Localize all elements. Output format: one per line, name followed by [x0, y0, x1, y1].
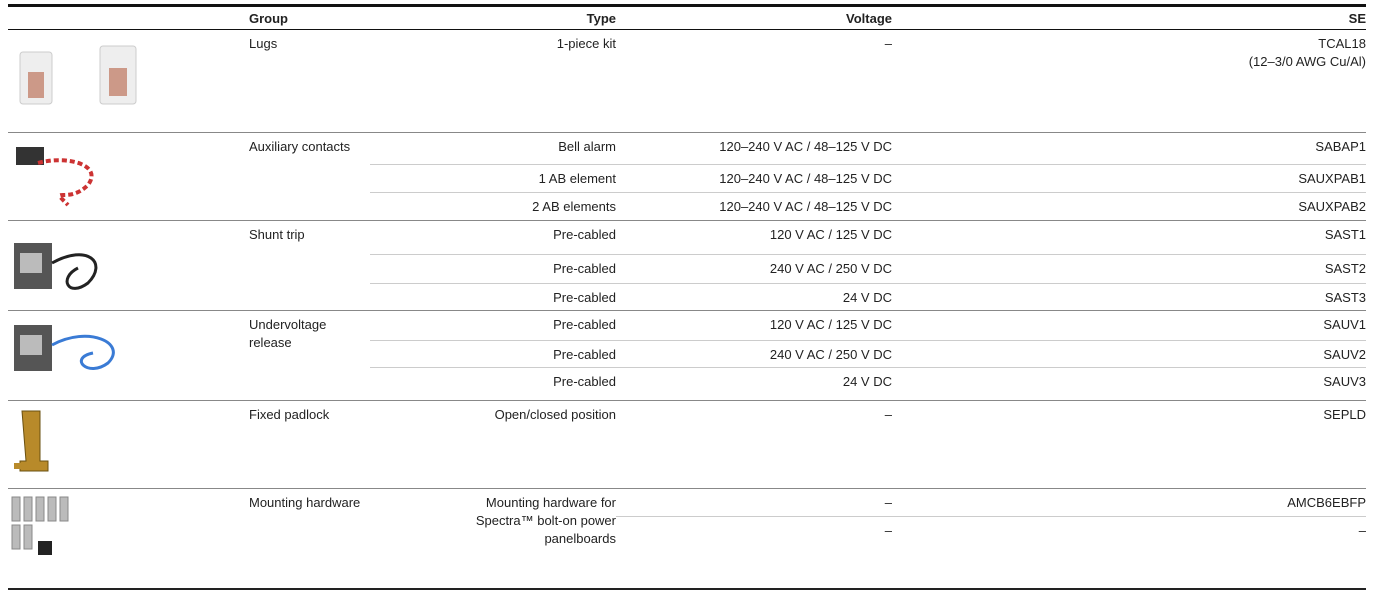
header-cell — [8, 4, 240, 30]
se-cell: – — [892, 516, 1366, 590]
voltage-cell: 24 V DC — [616, 283, 892, 311]
group-name: Shunt trip — [249, 227, 305, 242]
product-image-cell — [8, 132, 240, 221]
table-row: 2 AB elements 120–240 V AC / 48–125 V DC S… — [8, 192, 1366, 221]
se-detail: (12–3/0 AWG Cu/Al) — [1248, 54, 1366, 69]
voltage-cell: 120 V AC / 125 V DC — [616, 220, 892, 255]
type-cell: Open/closed position — [370, 400, 616, 489]
group-name: Auxiliary contacts — [249, 139, 351, 154]
accessory-table: Group Type Voltage SE Lugs 1-piece kit – TC… — [8, 4, 1366, 590]
se-code: – — [1358, 523, 1366, 538]
voltage-cell: 120 V AC / 125 V DC — [616, 310, 892, 341]
product-image — [16, 147, 94, 207]
se-code: SAST1 — [1324, 227, 1366, 242]
table-row: Shunt trip Pre-cabled 120 V AC / 125 V DC S… — [8, 220, 1366, 311]
se-cell: AMCB6EBFP — [892, 488, 1366, 517]
type-cell: Mounting hardware for Spectra™ bolt-on p… — [370, 488, 616, 590]
product-image-cell — [8, 220, 240, 311]
type-cell: 2 AB elements — [370, 192, 616, 221]
type-cell: Pre-cabled — [370, 340, 616, 368]
voltage-cell: – — [616, 516, 892, 590]
se-code: SAST2 — [1324, 261, 1366, 276]
se-code: SAST3 — [1324, 290, 1366, 305]
se-code: SAUV2 — [1323, 347, 1366, 362]
header-cell: SE — [892, 4, 1366, 30]
product-image — [14, 325, 115, 371]
type-cell: Pre-cabled — [370, 367, 616, 401]
voltage-cell: – — [616, 400, 892, 489]
se-code: AMCB6EBFP — [1287, 495, 1366, 510]
se-cell: SAST3 — [892, 283, 1366, 311]
group-name: Fixed padlock — [249, 407, 330, 422]
table-row: Pre-cabled 24 V DC SAST3 — [8, 283, 1366, 311]
table-row: Pre-cabled 24 V DC SAUV3 — [8, 367, 1366, 401]
se-code: TCAL18 — [1318, 36, 1366, 51]
se-cell: SABAP1 — [892, 132, 1366, 166]
product-image-cell — [8, 400, 240, 489]
se-cell: SAUV1 — [892, 310, 1366, 341]
voltage-cell: – — [616, 488, 892, 517]
header-cell: Group — [240, 4, 370, 30]
voltage-cell: – — [616, 29, 892, 133]
table-body: Lugs 1-piece kit – TCAL18 (12–3/0 AWG Cu/Al)… — [8, 29, 1366, 590]
se-cell: SAST1 — [892, 220, 1366, 255]
voltage-cell: 240 V AC / 250 V DC — [616, 340, 892, 368]
group-name: Lugs — [249, 36, 278, 51]
voltage-cell: 120–240 V AC / 48–125 V DC — [616, 132, 892, 166]
table-row: Lugs 1-piece kit – TCAL18 (12–3/0 AWG Cu/Al) — [8, 29, 1366, 133]
se-cell: SAUV3 — [892, 367, 1366, 401]
se-cell: SAUXPAB1 — [892, 164, 1366, 194]
se-code: SAUXPAB2 — [1298, 199, 1366, 215]
voltage-cell: 24 V DC — [616, 367, 892, 401]
type-cell: Pre-cabled — [370, 310, 616, 341]
voltage-cell: 120–240 V AC / 48–125 V DC — [616, 164, 892, 194]
type-cell: Pre-cabled — [370, 254, 616, 284]
se-cell: SEPLD — [892, 400, 1366, 489]
se-cell: SAST2 — [892, 254, 1366, 284]
se-code: SAUV1 — [1323, 317, 1366, 332]
type-cell: Bell alarm — [370, 132, 616, 166]
group-name: Undervoltage release — [249, 317, 327, 350]
header-cell: Type — [370, 4, 616, 30]
type-cell: Pre-cabled — [370, 283, 616, 311]
group-cell: Mounting hardware — [240, 488, 370, 590]
type-text: Mounting hardware for Spectra™ bolt-on p… — [475, 495, 616, 546]
product-image — [11, 496, 69, 555]
table-row: Mounting hardware Mounting hardware for S… — [8, 488, 1366, 590]
table-row: Pre-cabled 240 V AC / 250 V DC SAST2 — [8, 254, 1366, 284]
table-row: Auxiliary contacts Bell alarm 120–240 V AC… — [8, 132, 1366, 221]
se-code: SABAP1 — [1315, 139, 1366, 154]
group-cell: Undervoltage release — [240, 310, 370, 401]
product-image-cell — [8, 310, 240, 401]
voltage-cell: 240 V AC / 250 V DC — [616, 254, 892, 284]
se-cell: SAUV2 — [892, 340, 1366, 368]
header-cell: Voltage — [616, 4, 892, 30]
product-image — [19, 45, 137, 105]
table-row: Pre-cabled 240 V AC / 250 V DC SAUV2 — [8, 340, 1366, 368]
type-cell: 1 AB element — [370, 164, 616, 194]
voltage-cell: 120–240 V AC / 48–125 V DC — [616, 192, 892, 221]
group-name: Mounting hardware — [249, 495, 361, 510]
group-cell: Lugs — [240, 29, 370, 133]
group-cell: Auxiliary contacts — [240, 132, 370, 221]
group-cell: Fixed padlock — [240, 400, 370, 489]
product-image-cell — [8, 29, 240, 133]
se-cell: TCAL18 (12–3/0 AWG Cu/Al) — [892, 29, 1366, 133]
type-cell: Pre-cabled — [370, 220, 616, 255]
type-cell: 1-piece kit — [370, 29, 616, 133]
se-code: SEPLD — [1323, 407, 1366, 422]
product-image-cell — [8, 488, 240, 590]
se-cell: SAUXPAB2 — [892, 192, 1366, 221]
table-row: 1 AB element 120–240 V AC / 48–125 V DC SA… — [8, 164, 1366, 194]
product-image — [14, 410, 49, 472]
se-code: SAUV3 — [1323, 374, 1366, 389]
table-row: Fixed padlock Open/closed position – SEPLD — [8, 400, 1366, 489]
table-row: Undervoltage release Pre-cabled 120 V AC /… — [8, 310, 1366, 401]
group-cell: Shunt trip — [240, 220, 370, 311]
table-row: – – — [8, 516, 1366, 590]
product-image — [14, 243, 98, 290]
se-code: SAUXPAB1 — [1298, 171, 1366, 187]
header-row: Group Type Voltage SE — [8, 4, 1366, 30]
